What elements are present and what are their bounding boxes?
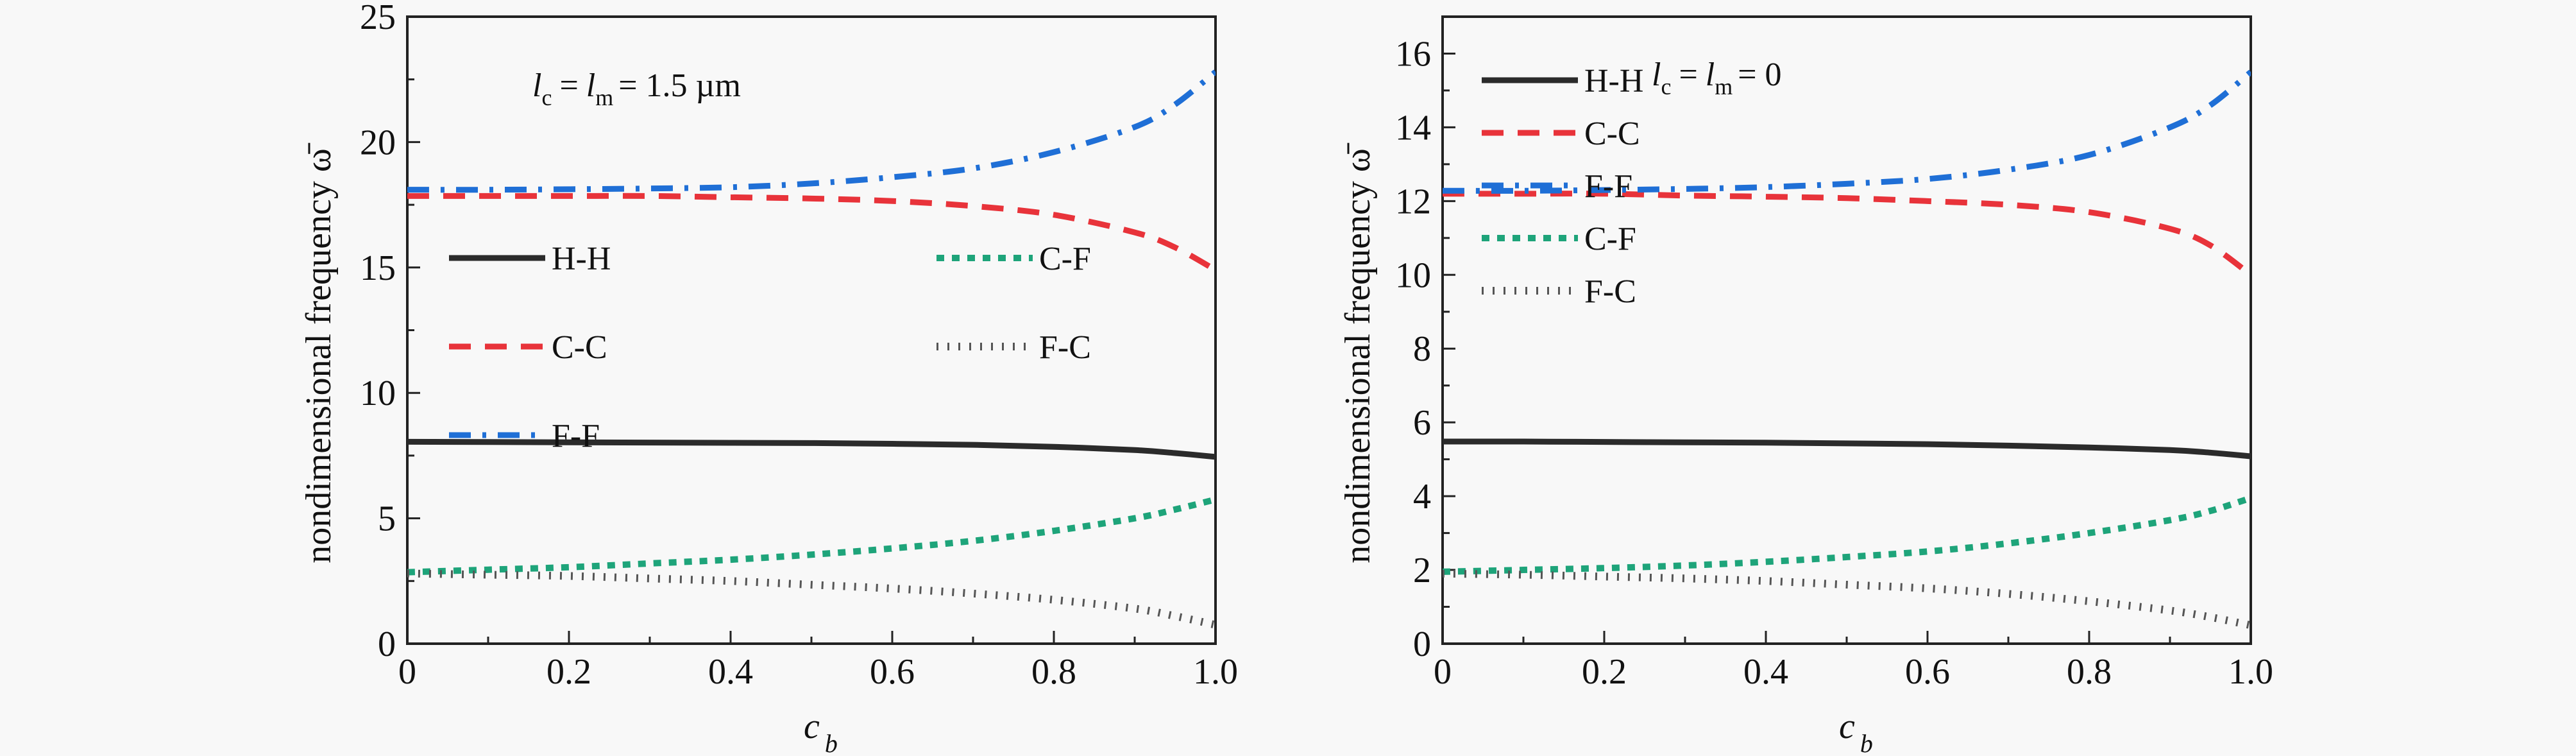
legend-item-c-c: C-C [449, 329, 607, 366]
x-tick-label: 0.8 [1031, 652, 1076, 692]
y-tick-label: 0 [378, 624, 396, 664]
x-axis-label-main: c [1839, 707, 1855, 746]
plot-frame [1441, 15, 2252, 645]
series-line-h-h [407, 438, 1216, 460]
x-tick-label: 0.4 [708, 652, 753, 692]
plot-frame [406, 15, 1217, 645]
annotation-l-c: l [532, 67, 541, 104]
legend-item-c-f: C-F [936, 241, 1091, 277]
x-tick-label: 0.2 [547, 652, 591, 692]
x-axis-label-sub: b [1860, 729, 1873, 756]
x-tick-label: 0.2 [1582, 652, 1627, 692]
legend-label: C-F [1039, 241, 1091, 277]
y-tick-label: 0 [1413, 624, 1431, 664]
parameter-annotation: lc = lm = 1.5 µm [532, 67, 741, 110]
legend-item-c-c: C-C [1482, 116, 1640, 152]
x-tick-label: 0 [398, 652, 416, 692]
legend-label: C-F [1584, 221, 1636, 257]
y-tick-label: 25 [360, 0, 396, 37]
series-line-c-f [407, 496, 1216, 576]
y-tick-label: 10 [360, 374, 396, 413]
legend-item-h-h: H-H [449, 241, 611, 277]
legend-item-h-h: H-H [1482, 63, 1643, 99]
legend-item-f-c: F-C [936, 329, 1091, 366]
y-tick-label: 16 [1395, 34, 1431, 74]
x-tick-label: 1.0 [1193, 652, 1238, 692]
x-tick-label: 0.4 [1743, 652, 1788, 692]
x-tick-label: 0 [1434, 652, 1452, 692]
y-tick-label: 15 [360, 248, 396, 288]
y-tick-label: 8 [1413, 329, 1431, 369]
legend-item-f-c: F-C [1482, 273, 1636, 310]
series-line-h-h [1443, 438, 2251, 460]
annotation-text: = 0 [1738, 56, 1781, 93]
x-axis-label-main: c [804, 707, 820, 746]
series-line-c-c [1443, 191, 2251, 277]
annotation-sub-c: c [541, 85, 552, 110]
x-tick-label: 1.0 [2228, 652, 2273, 692]
series-line-c-c [407, 193, 1216, 273]
annotation-sub-m: m [1715, 74, 1733, 99]
annotation-text: = 1.5 µm [618, 67, 741, 104]
legend-item-f-f: F-F [449, 418, 600, 454]
parameter-annotation: lc = lm = 0 [1652, 56, 1782, 99]
legend-item-c-f: C-F [1482, 221, 1636, 257]
legend-item-f-f: F-F [1482, 168, 1632, 205]
series-line-c-f [1443, 495, 2251, 575]
annotation-l-m: l [586, 67, 595, 104]
y-axis-label: nondimensional frequency ω̄ [299, 142, 339, 563]
annotation-l-m: l [1706, 56, 1715, 93]
y-tick-label: 2 [1413, 551, 1431, 590]
y-tick-label: 12 [1395, 182, 1431, 221]
x-tick-label: 0.6 [870, 652, 915, 692]
x-tick-label: 0.8 [2067, 652, 2112, 692]
y-axis-label: nondimensional frequency ω̄ [1338, 142, 1378, 563]
annotation-sub-c: c [1661, 74, 1671, 99]
y-tick-label: 14 [1395, 108, 1431, 148]
x-axis-label-sub: b [825, 729, 838, 756]
annotation-eq: = [1679, 56, 1697, 93]
legend-label: C-C [1584, 116, 1640, 152]
legend-label: H-H [552, 241, 611, 277]
y-tick-label: 20 [360, 123, 396, 162]
y-tick-label: 5 [378, 499, 396, 539]
legend-label: C-C [552, 329, 607, 366]
legend-label: F-F [552, 418, 600, 454]
annotation-l-c: l [1652, 56, 1661, 93]
x-tick-label: 0.6 [1905, 652, 1950, 692]
legend-label: F-F [1584, 168, 1632, 205]
legend-label: F-C [1584, 273, 1636, 310]
annotation-eq: = [559, 67, 578, 104]
annotation-sub-m: m [595, 85, 613, 110]
series-line-f-f [1443, 69, 2251, 194]
series-line-f-f [407, 69, 1216, 193]
y-tick-label: 4 [1413, 477, 1431, 517]
legend-label: H-H [1584, 63, 1643, 99]
y-tick-label: 6 [1413, 403, 1431, 443]
legend-label: F-C [1039, 329, 1091, 366]
y-tick-label: 10 [1395, 255, 1431, 295]
